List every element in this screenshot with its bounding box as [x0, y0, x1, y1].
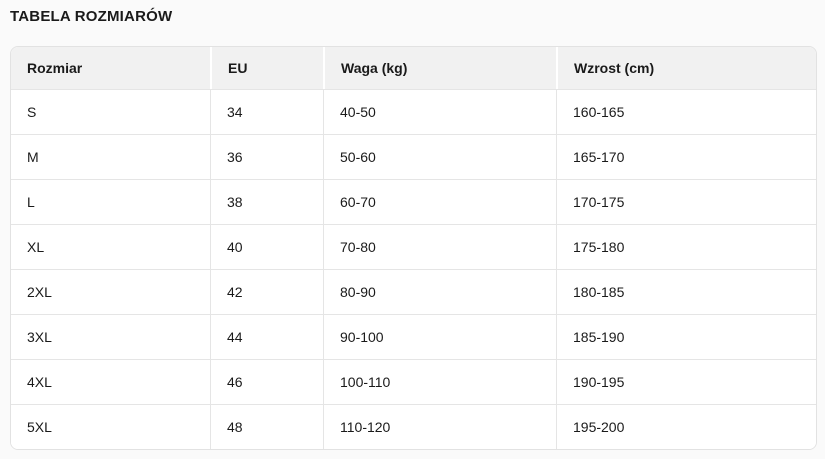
column-header: Rozmiar [11, 47, 210, 89]
table-row: XL 40 70-80 175-180 [11, 224, 816, 269]
header-row: Rozmiar EU Waga (kg) Wzrost (cm) [11, 47, 816, 89]
size-table-header: Rozmiar EU Waga (kg) Wzrost (cm) [11, 47, 816, 89]
table-cell: 2XL [11, 269, 210, 314]
table-cell: 60-70 [323, 179, 556, 224]
table-cell: 4XL [11, 359, 210, 404]
table-cell: 34 [210, 89, 323, 134]
table-cell: L [11, 179, 210, 224]
table-cell: 48 [210, 404, 323, 449]
column-header: Waga (kg) [323, 47, 556, 89]
table-cell: 70-80 [323, 224, 556, 269]
table-row: 4XL 46 100-110 190-195 [11, 359, 816, 404]
table-cell: 170-175 [556, 179, 816, 224]
table-row: L 38 60-70 170-175 [11, 179, 816, 224]
table-cell: 5XL [11, 404, 210, 449]
table-cell: 44 [210, 314, 323, 359]
table-cell: S [11, 89, 210, 134]
table-cell: 185-190 [556, 314, 816, 359]
table-row: 2XL 42 80-90 180-185 [11, 269, 816, 314]
table-cell: 180-185 [556, 269, 816, 314]
table-row: 5XL 48 110-120 195-200 [11, 404, 816, 449]
table-row: 3XL 44 90-100 185-190 [11, 314, 816, 359]
table-cell: 50-60 [323, 134, 556, 179]
table-cell: 175-180 [556, 224, 816, 269]
table-cell: 36 [210, 134, 323, 179]
table-cell: 38 [210, 179, 323, 224]
table-cell: 40-50 [323, 89, 556, 134]
table-cell: 90-100 [323, 314, 556, 359]
table-cell: 46 [210, 359, 323, 404]
table-cell: 195-200 [556, 404, 816, 449]
table-row: M 36 50-60 165-170 [11, 134, 816, 179]
table-cell: M [11, 134, 210, 179]
page-title: TABELA ROZMIARÓW [10, 8, 173, 25]
table-cell: 40 [210, 224, 323, 269]
size-table: Rozmiar EU Waga (kg) Wzrost (cm) S 34 40-50 16… [10, 46, 817, 450]
column-header: Wzrost (cm) [556, 47, 816, 89]
table-cell: 3XL [11, 314, 210, 359]
table-cell: 80-90 [323, 269, 556, 314]
table-cell: 160-165 [556, 89, 816, 134]
table-cell: 110-120 [323, 404, 556, 449]
table-cell: 190-195 [556, 359, 816, 404]
table-cell: 42 [210, 269, 323, 314]
table-cell: 165-170 [556, 134, 816, 179]
table-row: S 34 40-50 160-165 [11, 89, 816, 134]
table-cell: XL [11, 224, 210, 269]
table-cell: 100-110 [323, 359, 556, 404]
size-table-body: S 34 40-50 160-165 M 36 50-60 165-170 L 38 60-70 17… [11, 89, 816, 449]
column-header: EU [210, 47, 323, 89]
